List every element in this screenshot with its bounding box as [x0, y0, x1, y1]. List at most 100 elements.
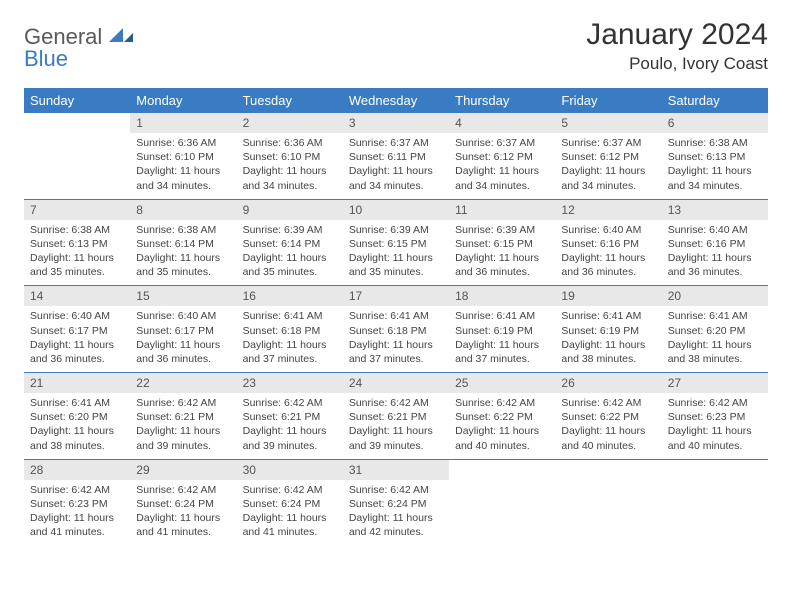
day-body: Sunrise: 6:42 AMSunset: 6:22 PMDaylight:… — [555, 393, 661, 459]
day-number: 9 — [237, 200, 343, 220]
calendar-cell: 19Sunrise: 6:41 AMSunset: 6:19 PMDayligh… — [555, 286, 661, 373]
day-number: 12 — [555, 200, 661, 220]
weekday-header: Thursday — [449, 88, 555, 113]
calendar-cell: 21Sunrise: 6:41 AMSunset: 6:20 PMDayligh… — [24, 373, 130, 460]
header: General Blue January 2024 Poulo, Ivory C… — [24, 18, 768, 74]
logo-text: General Blue — [24, 22, 135, 72]
calendar-row: 1Sunrise: 6:36 AMSunset: 6:10 PMDaylight… — [24, 113, 768, 199]
day-body: Sunrise: 6:42 AMSunset: 6:22 PMDaylight:… — [449, 393, 555, 459]
day-number: 1 — [130, 113, 236, 133]
day-body: Sunrise: 6:42 AMSunset: 6:24 PMDaylight:… — [343, 480, 449, 546]
calendar-cell: 18Sunrise: 6:41 AMSunset: 6:19 PMDayligh… — [449, 286, 555, 373]
calendar-header: SundayMondayTuesdayWednesdayThursdayFrid… — [24, 88, 768, 113]
day-body: Sunrise: 6:36 AMSunset: 6:10 PMDaylight:… — [130, 133, 236, 199]
calendar-cell: 7Sunrise: 6:38 AMSunset: 6:13 PMDaylight… — [24, 199, 130, 286]
weekday-header: Friday — [555, 88, 661, 113]
day-body: Sunrise: 6:41 AMSunset: 6:18 PMDaylight:… — [343, 306, 449, 372]
calendar-cell: 4Sunrise: 6:37 AMSunset: 6:12 PMDaylight… — [449, 113, 555, 199]
weekday-header: Monday — [130, 88, 236, 113]
day-number: 7 — [24, 200, 130, 220]
weekday-header: Sunday — [24, 88, 130, 113]
day-number: 27 — [662, 373, 768, 393]
calendar-cell: 28Sunrise: 6:42 AMSunset: 6:23 PMDayligh… — [24, 459, 130, 545]
day-number: 6 — [662, 113, 768, 133]
calendar-cell: 23Sunrise: 6:42 AMSunset: 6:21 PMDayligh… — [237, 373, 343, 460]
calendar-cell: 3Sunrise: 6:37 AMSunset: 6:11 PMDaylight… — [343, 113, 449, 199]
calendar-cell: 17Sunrise: 6:41 AMSunset: 6:18 PMDayligh… — [343, 286, 449, 373]
day-body: Sunrise: 6:40 AMSunset: 6:17 PMDaylight:… — [130, 306, 236, 372]
calendar-cell — [555, 459, 661, 545]
logo-text-blue: Blue — [24, 46, 135, 72]
calendar: SundayMondayTuesdayWednesdayThursdayFrid… — [24, 88, 768, 545]
day-body: Sunrise: 6:42 AMSunset: 6:21 PMDaylight:… — [130, 393, 236, 459]
calendar-cell: 13Sunrise: 6:40 AMSunset: 6:16 PMDayligh… — [662, 199, 768, 286]
logo: General Blue — [24, 18, 135, 72]
calendar-cell: 29Sunrise: 6:42 AMSunset: 6:24 PMDayligh… — [130, 459, 236, 545]
day-number: 3 — [343, 113, 449, 133]
calendar-row: 14Sunrise: 6:40 AMSunset: 6:17 PMDayligh… — [24, 286, 768, 373]
day-body: Sunrise: 6:38 AMSunset: 6:13 PMDaylight:… — [662, 133, 768, 199]
calendar-cell: 16Sunrise: 6:41 AMSunset: 6:18 PMDayligh… — [237, 286, 343, 373]
calendar-cell: 11Sunrise: 6:39 AMSunset: 6:15 PMDayligh… — [449, 199, 555, 286]
day-number: 19 — [555, 286, 661, 306]
day-number: 28 — [24, 460, 130, 480]
day-number: 30 — [237, 460, 343, 480]
weekday-header: Tuesday — [237, 88, 343, 113]
day-number: 22 — [130, 373, 236, 393]
day-number: 10 — [343, 200, 449, 220]
location: Poulo, Ivory Coast — [586, 54, 768, 74]
calendar-cell: 27Sunrise: 6:42 AMSunset: 6:23 PMDayligh… — [662, 373, 768, 460]
day-number: 26 — [555, 373, 661, 393]
day-body: Sunrise: 6:42 AMSunset: 6:21 PMDaylight:… — [343, 393, 449, 459]
day-body: Sunrise: 6:41 AMSunset: 6:20 PMDaylight:… — [24, 393, 130, 459]
day-number: 2 — [237, 113, 343, 133]
calendar-cell: 8Sunrise: 6:38 AMSunset: 6:14 PMDaylight… — [130, 199, 236, 286]
day-number: 4 — [449, 113, 555, 133]
day-body: Sunrise: 6:37 AMSunset: 6:11 PMDaylight:… — [343, 133, 449, 199]
day-body: Sunrise: 6:39 AMSunset: 6:15 PMDaylight:… — [449, 220, 555, 286]
calendar-cell: 14Sunrise: 6:40 AMSunset: 6:17 PMDayligh… — [24, 286, 130, 373]
logo-mark-icon — [109, 24, 135, 44]
day-body: Sunrise: 6:41 AMSunset: 6:20 PMDaylight:… — [662, 306, 768, 372]
calendar-row: 7Sunrise: 6:38 AMSunset: 6:13 PMDaylight… — [24, 199, 768, 286]
day-body: Sunrise: 6:42 AMSunset: 6:24 PMDaylight:… — [130, 480, 236, 546]
calendar-cell: 12Sunrise: 6:40 AMSunset: 6:16 PMDayligh… — [555, 199, 661, 286]
calendar-body: 1Sunrise: 6:36 AMSunset: 6:10 PMDaylight… — [24, 113, 768, 545]
day-body: Sunrise: 6:42 AMSunset: 6:24 PMDaylight:… — [237, 480, 343, 546]
calendar-cell: 9Sunrise: 6:39 AMSunset: 6:14 PMDaylight… — [237, 199, 343, 286]
calendar-cell: 15Sunrise: 6:40 AMSunset: 6:17 PMDayligh… — [130, 286, 236, 373]
day-number: 13 — [662, 200, 768, 220]
calendar-row: 21Sunrise: 6:41 AMSunset: 6:20 PMDayligh… — [24, 373, 768, 460]
calendar-cell — [662, 459, 768, 545]
day-number: 16 — [237, 286, 343, 306]
day-number: 25 — [449, 373, 555, 393]
calendar-cell: 2Sunrise: 6:36 AMSunset: 6:10 PMDaylight… — [237, 113, 343, 199]
calendar-cell: 26Sunrise: 6:42 AMSunset: 6:22 PMDayligh… — [555, 373, 661, 460]
calendar-cell: 24Sunrise: 6:42 AMSunset: 6:21 PMDayligh… — [343, 373, 449, 460]
day-number: 23 — [237, 373, 343, 393]
day-number: 14 — [24, 286, 130, 306]
day-number: 24 — [343, 373, 449, 393]
day-number: 8 — [130, 200, 236, 220]
page-title: January 2024 — [586, 18, 768, 52]
weekday-header: Saturday — [662, 88, 768, 113]
day-number: 20 — [662, 286, 768, 306]
day-body: Sunrise: 6:38 AMSunset: 6:14 PMDaylight:… — [130, 220, 236, 286]
calendar-cell: 5Sunrise: 6:37 AMSunset: 6:12 PMDaylight… — [555, 113, 661, 199]
day-number: 31 — [343, 460, 449, 480]
day-body: Sunrise: 6:40 AMSunset: 6:16 PMDaylight:… — [555, 220, 661, 286]
calendar-cell: 10Sunrise: 6:39 AMSunset: 6:15 PMDayligh… — [343, 199, 449, 286]
day-body: Sunrise: 6:40 AMSunset: 6:17 PMDaylight:… — [24, 306, 130, 372]
day-body: Sunrise: 6:37 AMSunset: 6:12 PMDaylight:… — [555, 133, 661, 199]
day-body: Sunrise: 6:39 AMSunset: 6:14 PMDaylight:… — [237, 220, 343, 286]
calendar-cell — [24, 113, 130, 199]
day-body: Sunrise: 6:42 AMSunset: 6:23 PMDaylight:… — [24, 480, 130, 546]
day-body: Sunrise: 6:40 AMSunset: 6:16 PMDaylight:… — [662, 220, 768, 286]
calendar-cell — [449, 459, 555, 545]
day-number: 18 — [449, 286, 555, 306]
calendar-cell: 20Sunrise: 6:41 AMSunset: 6:20 PMDayligh… — [662, 286, 768, 373]
day-number: 11 — [449, 200, 555, 220]
calendar-cell: 1Sunrise: 6:36 AMSunset: 6:10 PMDaylight… — [130, 113, 236, 199]
day-number: 17 — [343, 286, 449, 306]
day-body: Sunrise: 6:37 AMSunset: 6:12 PMDaylight:… — [449, 133, 555, 199]
